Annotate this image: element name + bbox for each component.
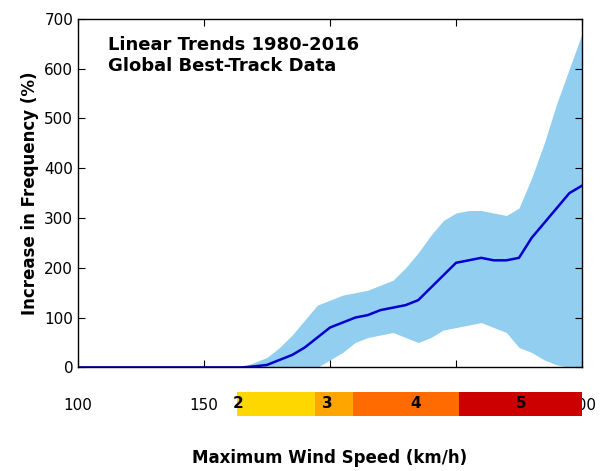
X-axis label: Maximum Wind Speed (km/h): Maximum Wind Speed (km/h)	[193, 449, 467, 467]
Text: 3: 3	[322, 397, 333, 412]
Text: Linear Trends 1980-2016
Global Best-Track Data: Linear Trends 1980-2016 Global Best-Trac…	[108, 36, 359, 75]
FancyBboxPatch shape	[458, 392, 582, 416]
FancyBboxPatch shape	[353, 392, 458, 416]
Text: 2: 2	[233, 397, 244, 412]
Text: 4: 4	[410, 397, 421, 412]
Text: 5: 5	[516, 397, 527, 412]
FancyBboxPatch shape	[237, 392, 315, 416]
Y-axis label: Increase in Frequency (%): Increase in Frequency (%)	[20, 72, 38, 315]
FancyBboxPatch shape	[315, 392, 353, 416]
